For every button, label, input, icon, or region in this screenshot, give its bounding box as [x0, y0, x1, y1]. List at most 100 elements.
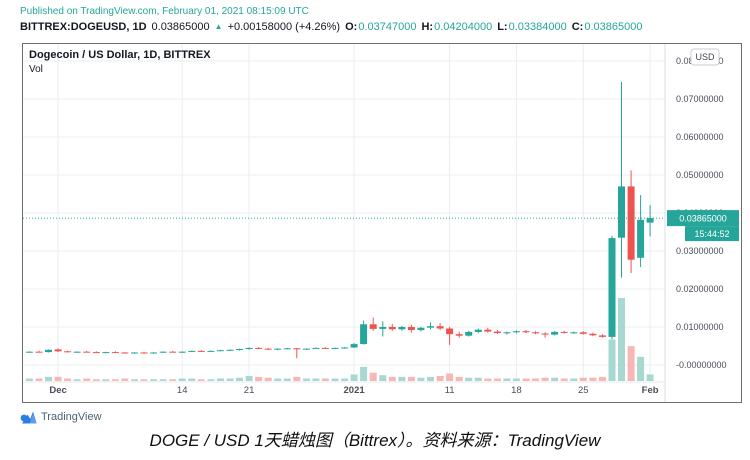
- time-axis-label: 25: [578, 385, 589, 396]
- candlestick-chart[interactable]: 0.080000000.070000000.060000000.05000000…: [23, 44, 741, 402]
- volume-bar: [398, 376, 406, 382]
- candle: [35, 350, 43, 353]
- volume-bar: [283, 378, 291, 381]
- candle: [350, 343, 358, 348]
- chart-legend: Dogecoin / US Dollar, 1D, BITTREX Vol: [29, 49, 211, 75]
- candle: [341, 347, 349, 349]
- candle: [264, 347, 272, 350]
- volume-bar: [83, 378, 91, 381]
- candle: [216, 349, 224, 352]
- candle: [465, 330, 473, 337]
- candle: [207, 350, 215, 353]
- candle: [45, 349, 52, 353]
- volume-bar: [474, 377, 482, 381]
- candle: [360, 320, 368, 345]
- tradingview-logo-icon: [20, 411, 37, 424]
- candle: [484, 327, 492, 333]
- candle: [398, 325, 406, 331]
- candle: [589, 332, 597, 337]
- candle: [178, 351, 186, 353]
- candle: [522, 330, 530, 334]
- current-price-tag: 0.03865000: [667, 210, 739, 227]
- candle: [245, 347, 253, 350]
- volume-bar: [484, 378, 492, 381]
- volume-bar: [264, 377, 272, 381]
- volume-bar: [302, 378, 310, 381]
- volume-bar: [150, 379, 158, 381]
- volume-indicator-label: Vol: [29, 64, 43, 75]
- volume-bar: [608, 339, 616, 381]
- candle: [560, 330, 568, 334]
- volume-bar: [64, 378, 72, 381]
- currency-toggle-button[interactable]: USD: [690, 48, 720, 66]
- time-axis-label: 2021: [344, 385, 366, 396]
- time-axis-label: Feb: [642, 385, 659, 396]
- volume-bar: [493, 378, 501, 381]
- tradingview-brand-link[interactable]: TradingView: [20, 410, 102, 424]
- volume-bar: [379, 375, 387, 381]
- candle: [321, 347, 329, 349]
- up-arrow-icon: ▲: [214, 22, 223, 31]
- volume-bar: [178, 378, 186, 381]
- volume-bar: [169, 379, 177, 381]
- candle: [236, 348, 243, 351]
- candle: [608, 235, 616, 340]
- candle: [503, 331, 511, 335]
- candle: [131, 352, 138, 354]
- volume-bar: [646, 374, 654, 381]
- volume-bar: [369, 372, 377, 381]
- time-axis-label: 11: [445, 385, 455, 396]
- brand-name: TradingView: [41, 411, 102, 423]
- candle: [92, 351, 100, 354]
- high-value: H: 0.04204000: [421, 21, 493, 33]
- candle: [83, 350, 91, 353]
- price-axis-label: 0.06000000: [676, 132, 724, 142]
- candle: [169, 350, 177, 353]
- volume-bar: [35, 378, 43, 381]
- volume-bar: [331, 378, 339, 381]
- volume-bar: [131, 379, 138, 381]
- volume-bar: [245, 376, 253, 381]
- volume-bar: [188, 378, 196, 381]
- volume-bar: [579, 377, 587, 381]
- candle: [150, 352, 158, 354]
- candle: [570, 331, 578, 334]
- volume-bar: [598, 376, 606, 382]
- last-price: 0.03865000: [151, 21, 210, 33]
- price-axis-label: 0.07000000: [676, 94, 724, 104]
- volume-bar: [341, 378, 349, 381]
- time-axis-label: 14: [177, 385, 188, 396]
- volume-bar: [140, 379, 148, 381]
- candle: [255, 347, 263, 349]
- svg-text:0.03865000: 0.03865000: [679, 214, 727, 224]
- candle: [618, 81, 625, 278]
- candle: [226, 349, 234, 351]
- volume-bar: [54, 376, 62, 382]
- volume-bar: [111, 379, 119, 381]
- candle: [407, 324, 415, 333]
- ticker-line: BITTREX:DOGEUSD, 1D 0.03865000 ▲ +0.0015…: [20, 21, 642, 33]
- volume-bar: [312, 378, 320, 381]
- candle: [427, 322, 434, 330]
- candle: [159, 351, 167, 353]
- low-value: L: 0.03384000: [497, 21, 567, 33]
- symbol-label: BITTREX:DOGEUSD, 1D: [20, 21, 147, 33]
- candle: [188, 350, 196, 353]
- candle: [579, 331, 587, 335]
- volume-bar: [427, 376, 434, 382]
- volume-bar: [503, 378, 511, 381]
- volume-bar: [121, 378, 129, 381]
- volume-bar: [25, 378, 33, 381]
- time-axis-label: 18: [511, 385, 522, 396]
- volume-bar: [236, 377, 243, 381]
- volume-bar: [541, 377, 549, 381]
- svg-text:15:44:52: 15:44:52: [694, 229, 729, 239]
- candle: [388, 324, 396, 331]
- candle: [436, 323, 444, 330]
- volume-bar: [551, 377, 559, 381]
- chart-panel: Dogecoin / US Dollar, 1D, BITTREX Vol 0.…: [22, 43, 742, 403]
- candle: [25, 351, 33, 353]
- volume-bar: [618, 298, 625, 381]
- volume-bar: [293, 376, 301, 382]
